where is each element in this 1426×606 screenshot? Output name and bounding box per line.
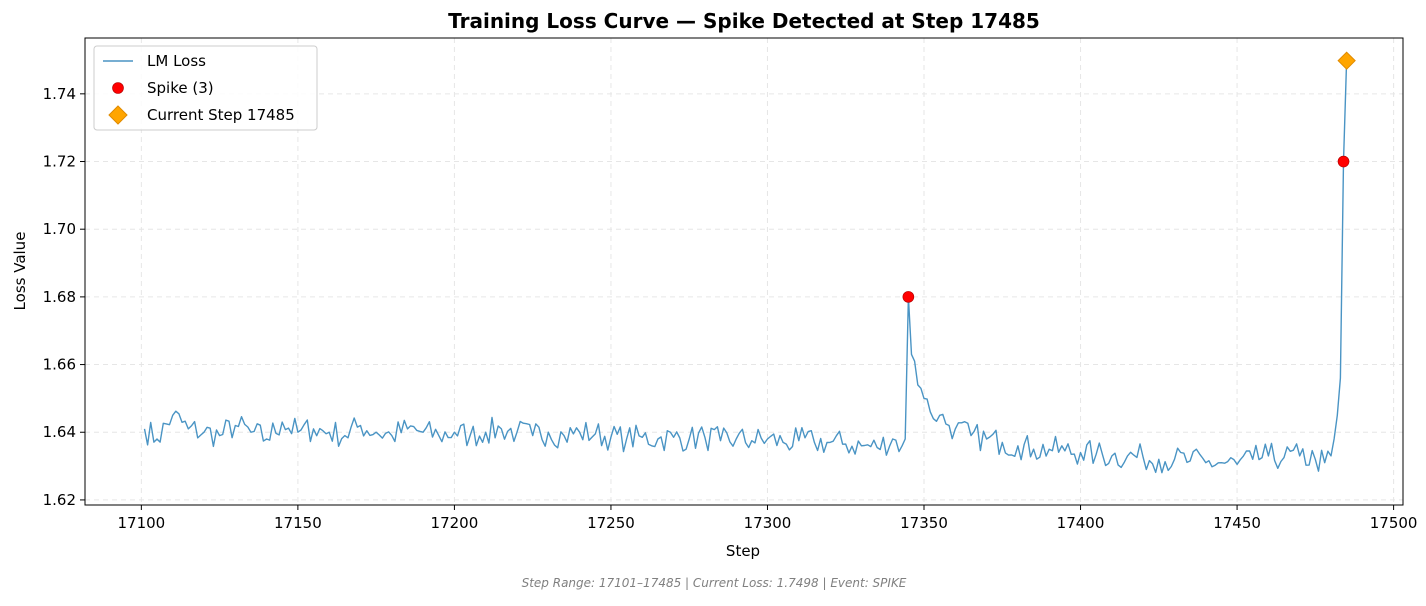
plot-frame	[84, 37, 1404, 506]
x-tick-label: 17450	[1213, 514, 1261, 532]
x-tick-label: 17350	[900, 514, 948, 532]
x-tick-label: 17300	[744, 514, 792, 532]
x-tick-label: 17250	[587, 514, 635, 532]
current-step-marker	[1337, 51, 1356, 70]
legend-diamond-swatch	[108, 105, 128, 125]
x-tick-label: 17500	[1370, 514, 1418, 532]
legend-spike-swatch	[112, 82, 124, 94]
legend-box	[93, 45, 318, 131]
legend: LM Loss Spike (3) Current Step 17485	[93, 45, 318, 131]
y-axis-ticks: 1.62 1.64 1.66 1.68 1.70 1.72 1.74	[43, 85, 85, 509]
x-axis-label: Step	[726, 542, 760, 560]
y-tick-label: 1.72	[43, 153, 76, 171]
y-tick-label: 1.64	[43, 423, 76, 441]
x-tick-label: 17100	[117, 514, 165, 532]
markers	[902, 51, 1356, 303]
x-tick-label: 17200	[431, 514, 479, 532]
y-tick-label: 1.74	[43, 85, 76, 103]
x-axis-ticks: 17100 17150 17200 17250 17300 17350 17400 17450…	[117, 505, 1417, 532]
spike-point	[902, 291, 915, 303]
chart-title: Training Loss Curve — Spike Detected at …	[448, 9, 1040, 33]
spike-point	[1337, 155, 1350, 168]
y-tick-label: 1.70	[43, 220, 76, 238]
x-tick-label: 17400	[1057, 514, 1105, 532]
legend-label-lm-loss: LM Loss	[147, 52, 206, 70]
y-tick-label: 1.66	[43, 356, 76, 374]
y-axis-label: Loss Value	[11, 232, 29, 311]
y-tick-label: 1.68	[43, 288, 76, 306]
grid	[85, 38, 1403, 505]
y-tick-label: 1.62	[43, 491, 76, 509]
legend-label-spike: Spike (3)	[147, 79, 214, 97]
footer-text: Step Range: 17101–17485 | Current Loss: …	[522, 576, 907, 590]
x-tick-label: 17150	[274, 514, 322, 532]
lm-loss-line	[143, 60, 1348, 474]
legend-label-current: Current Step 17485	[147, 106, 295, 124]
series-line-lm-loss	[143, 60, 1348, 474]
